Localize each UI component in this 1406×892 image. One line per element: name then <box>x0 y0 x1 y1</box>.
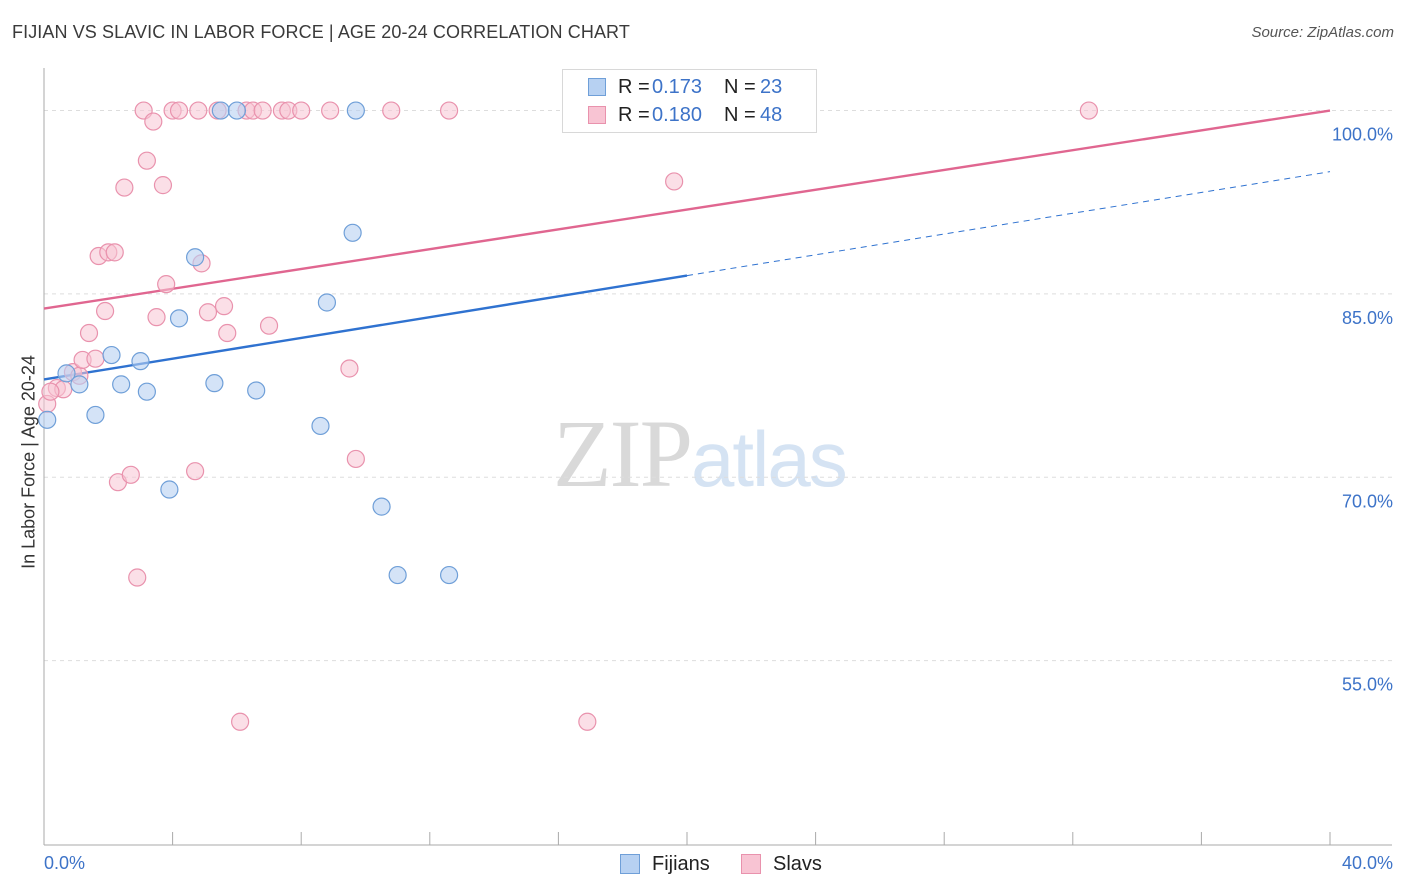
bottom-legend-fijians: Fijians <box>620 851 710 877</box>
slavs-point <box>86 349 105 368</box>
source-label: Source: ZipAtlas.com <box>1251 24 1394 41</box>
fijians-point <box>346 101 365 120</box>
fijians-point <box>38 410 57 429</box>
fijians-point <box>205 374 224 393</box>
fijians-point <box>439 565 459 585</box>
slavs-point <box>346 449 365 469</box>
fijians-point <box>317 293 337 312</box>
slavs-point <box>214 297 234 316</box>
y-tick-label: 55.0% <box>1342 675 1393 695</box>
fijians-point <box>186 248 205 267</box>
fijians-point <box>86 405 105 425</box>
fijians-point <box>57 364 76 383</box>
slavs-point <box>186 462 205 481</box>
bottom-legend-label-fijians: Fijians <box>652 852 710 875</box>
legend-swatch-slavs <box>588 106 606 124</box>
slavs-point <box>231 712 250 731</box>
slavs-point <box>1079 101 1098 120</box>
fijians-point <box>227 101 246 120</box>
watermark: ZIPatlas <box>553 398 848 509</box>
fijians-point <box>247 381 266 400</box>
slavs-point <box>41 382 60 401</box>
slavs-point <box>157 275 176 294</box>
bottom-legend-slavs: Slavs <box>741 851 822 877</box>
slavs-point <box>105 243 124 262</box>
slavs-point <box>169 101 189 120</box>
y-axis-label: In Labor Force | Age 20-24 <box>18 355 39 569</box>
bottom-legend-swatch-slavs <box>741 854 761 874</box>
fijians-point <box>102 345 121 365</box>
slavs-point <box>253 101 272 120</box>
trend-lines <box>43 109 1331 381</box>
fijians-point <box>388 565 407 585</box>
slavs-point <box>259 316 279 335</box>
slavs-point <box>382 101 401 120</box>
legend-n-label: N = <box>724 103 756 126</box>
chart-title: FIJIAN VS SLAVIC IN LABOR FORCE | AGE 20… <box>12 22 630 42</box>
slavs-point <box>137 151 156 170</box>
slavs-point <box>292 101 311 120</box>
legend-r-value: 0.173 <box>652 75 703 98</box>
slavs-point <box>189 101 208 120</box>
y-tick-label: 70.0% <box>1342 491 1393 511</box>
fijians-trend-extension <box>686 171 1331 277</box>
fijians-point <box>160 480 179 499</box>
fijians-point <box>372 497 391 516</box>
fijians-point <box>137 382 156 401</box>
watermark-zip: ZIP <box>553 400 693 507</box>
slavs-point <box>128 568 147 587</box>
legend: R = 0.173 N = 23 R = 0.180 N = 48 <box>562 69 817 133</box>
x-tick-label: 40.0% <box>1342 853 1393 873</box>
bottom-legend-label-slavs: Slavs <box>773 852 822 875</box>
legend-n-label: N = <box>724 75 756 98</box>
data-points <box>38 101 1098 731</box>
fijians-point <box>311 416 330 436</box>
axes <box>43 68 1392 846</box>
legend-row-fijians: R = 0.173 N = 23 <box>563 73 782 101</box>
fijians-point <box>211 101 230 120</box>
slavs-point <box>439 101 459 120</box>
slavs-point <box>147 308 166 327</box>
slavs-point <box>79 323 99 343</box>
y-tick-label: 100.0% <box>1332 125 1393 145</box>
legend-n-value: 23 <box>760 75 783 98</box>
slavs-point <box>321 101 340 120</box>
fijians-point <box>169 309 189 328</box>
bottom-legend-swatch-fijians <box>620 854 640 874</box>
fijians-trend-line <box>43 274 688 381</box>
legend-swatch-fijians <box>588 78 606 96</box>
watermark-atlas: atlas <box>691 415 848 503</box>
slavs-point <box>115 178 134 197</box>
legend-r-label: R = <box>618 103 650 126</box>
fijians-point <box>131 352 150 371</box>
legend-n-value: 48 <box>760 103 783 126</box>
legend-row-slavs: R = 0.180 N = 48 <box>563 101 782 129</box>
slavs-trend-line <box>43 109 1331 310</box>
slavs-point <box>665 172 684 191</box>
slavs-point <box>578 712 597 731</box>
grid-lines <box>44 110 1392 662</box>
slavs-point <box>121 465 140 484</box>
fijians-point <box>343 223 362 242</box>
fijians-point <box>70 375 89 394</box>
y-tick-label: 85.0% <box>1342 308 1393 328</box>
slavs-point <box>95 301 115 321</box>
slavs-point <box>340 359 359 378</box>
slavs-point <box>198 303 218 322</box>
x-tick-label: 0.0% <box>44 853 85 873</box>
slavs-point <box>218 323 237 343</box>
slavs-point <box>153 176 173 195</box>
tick-labels: 55.0% 70.0% 85.0% 100.0% 0.0% 40.0% <box>44 125 1393 873</box>
legend-r-label: R = <box>618 75 650 98</box>
fijians-point <box>112 375 131 394</box>
slavs-point <box>144 112 163 131</box>
legend-r-value: 0.180 <box>652 103 703 126</box>
